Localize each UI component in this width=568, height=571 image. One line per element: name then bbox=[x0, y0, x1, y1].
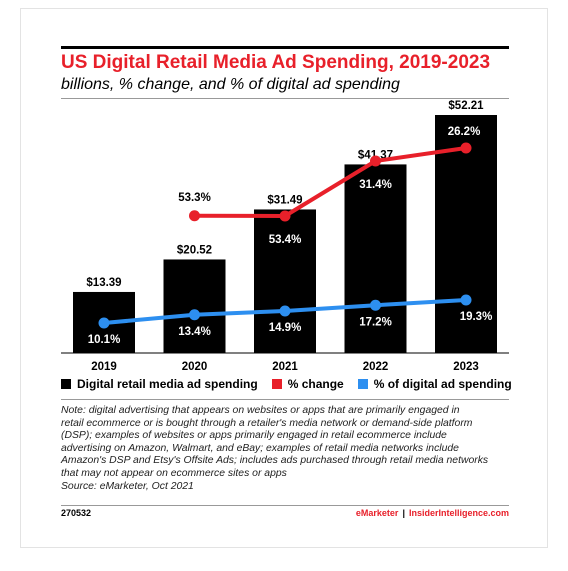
pct-change-point bbox=[279, 210, 291, 222]
brand-insiderintelligence[interactable]: InsiderIntelligence.com bbox=[408, 508, 509, 518]
pct-digital-point bbox=[279, 305, 291, 317]
note-line: retail ecommerce or is bought through a … bbox=[61, 417, 473, 429]
pct-digital-point bbox=[189, 309, 200, 321]
note-line: that may not appear on ecommerce sites o… bbox=[61, 467, 287, 479]
chart-subtitle: billions, % change, and % of digital ad … bbox=[61, 76, 400, 93]
footer-brand: eMarketer | InsiderIntelligence.com bbox=[356, 508, 509, 518]
x-tick-label: 2023 bbox=[453, 361, 479, 373]
pct-digital-label: 19.3% bbox=[460, 311, 493, 323]
bar-2020 bbox=[163, 259, 226, 353]
bar-value-label: $13.39 bbox=[86, 277, 121, 289]
pct-digital-label: 17.2% bbox=[359, 316, 392, 328]
legend-swatch-red bbox=[271, 379, 282, 389]
chart-id: 270532 bbox=[61, 508, 92, 518]
pct-digital-label: 10.1% bbox=[88, 334, 121, 346]
pct-change-label: 26.2% bbox=[448, 126, 481, 138]
footer-rule bbox=[61, 505, 509, 506]
brand-separator: | bbox=[402, 508, 405, 518]
bar-value-label: $31.49 bbox=[267, 194, 302, 206]
x-tick-label: 2019 bbox=[91, 361, 117, 373]
legend-item-pct-digital: % of digital ad spending bbox=[357, 377, 512, 391]
pct-change-point bbox=[370, 155, 381, 167]
pct-change-label: 31.4% bbox=[359, 179, 392, 191]
pct-digital-point bbox=[370, 299, 381, 311]
header-rule bbox=[61, 46, 509, 49]
bar-value-label: $52.21 bbox=[448, 100, 484, 112]
pct-digital-point bbox=[98, 317, 110, 329]
x-tick-label: 2021 bbox=[272, 361, 298, 373]
note-line: advertising on Amazon, Walmart, and eBay… bbox=[61, 442, 459, 454]
bar-2022 bbox=[344, 164, 407, 353]
legend-swatch-black bbox=[61, 379, 71, 389]
bar-value-label: $20.52 bbox=[177, 244, 212, 256]
pct-change-point bbox=[189, 210, 200, 222]
note-line: Amazon's DSP and Etsy's Offsite Ads; inc… bbox=[61, 455, 489, 467]
notes: Note: digital advertising that appears o… bbox=[61, 405, 513, 493]
legend-item-pct-change: % change bbox=[271, 377, 344, 391]
legend: Digital retail media ad spending % chang… bbox=[61, 377, 512, 391]
legend-label-pct-change: % change bbox=[287, 377, 344, 391]
legend-label-spending: Digital retail media ad spending bbox=[77, 377, 258, 391]
x-tick-label: 2020 bbox=[182, 361, 208, 373]
x-tick-label: 2022 bbox=[363, 361, 389, 373]
legend-item-spending: Digital retail media ad spending bbox=[61, 377, 258, 391]
brand-emarketer[interactable]: eMarketer bbox=[355, 508, 399, 518]
pct-digital-label: 13.4% bbox=[178, 326, 211, 338]
chart-title: US Digital Retail Media Ad Spending, 201… bbox=[61, 52, 491, 73]
pct-change-line bbox=[192, 146, 468, 218]
source-line: Source: eMarketer, Oct 2021 bbox=[61, 480, 194, 492]
pct-change-label: 53.4% bbox=[269, 234, 302, 246]
pct-change-label: 53.3% bbox=[178, 192, 211, 204]
note-line: Note: digital advertising that appears o… bbox=[61, 405, 460, 416]
bar-2021 bbox=[254, 209, 316, 353]
subtitle-rule bbox=[61, 98, 509, 99]
bar-2023 bbox=[435, 115, 497, 353]
pct-change-point bbox=[460, 142, 472, 154]
legend-label-pct-digital: % of digital ad spending bbox=[373, 377, 512, 391]
note-line: (DSP); examples of websites or apps prim… bbox=[61, 430, 447, 442]
pct-digital-point bbox=[460, 294, 472, 306]
legend-rule bbox=[61, 399, 509, 400]
legend-swatch-blue bbox=[357, 379, 368, 389]
pct-digital-label: 14.9% bbox=[269, 322, 302, 334]
